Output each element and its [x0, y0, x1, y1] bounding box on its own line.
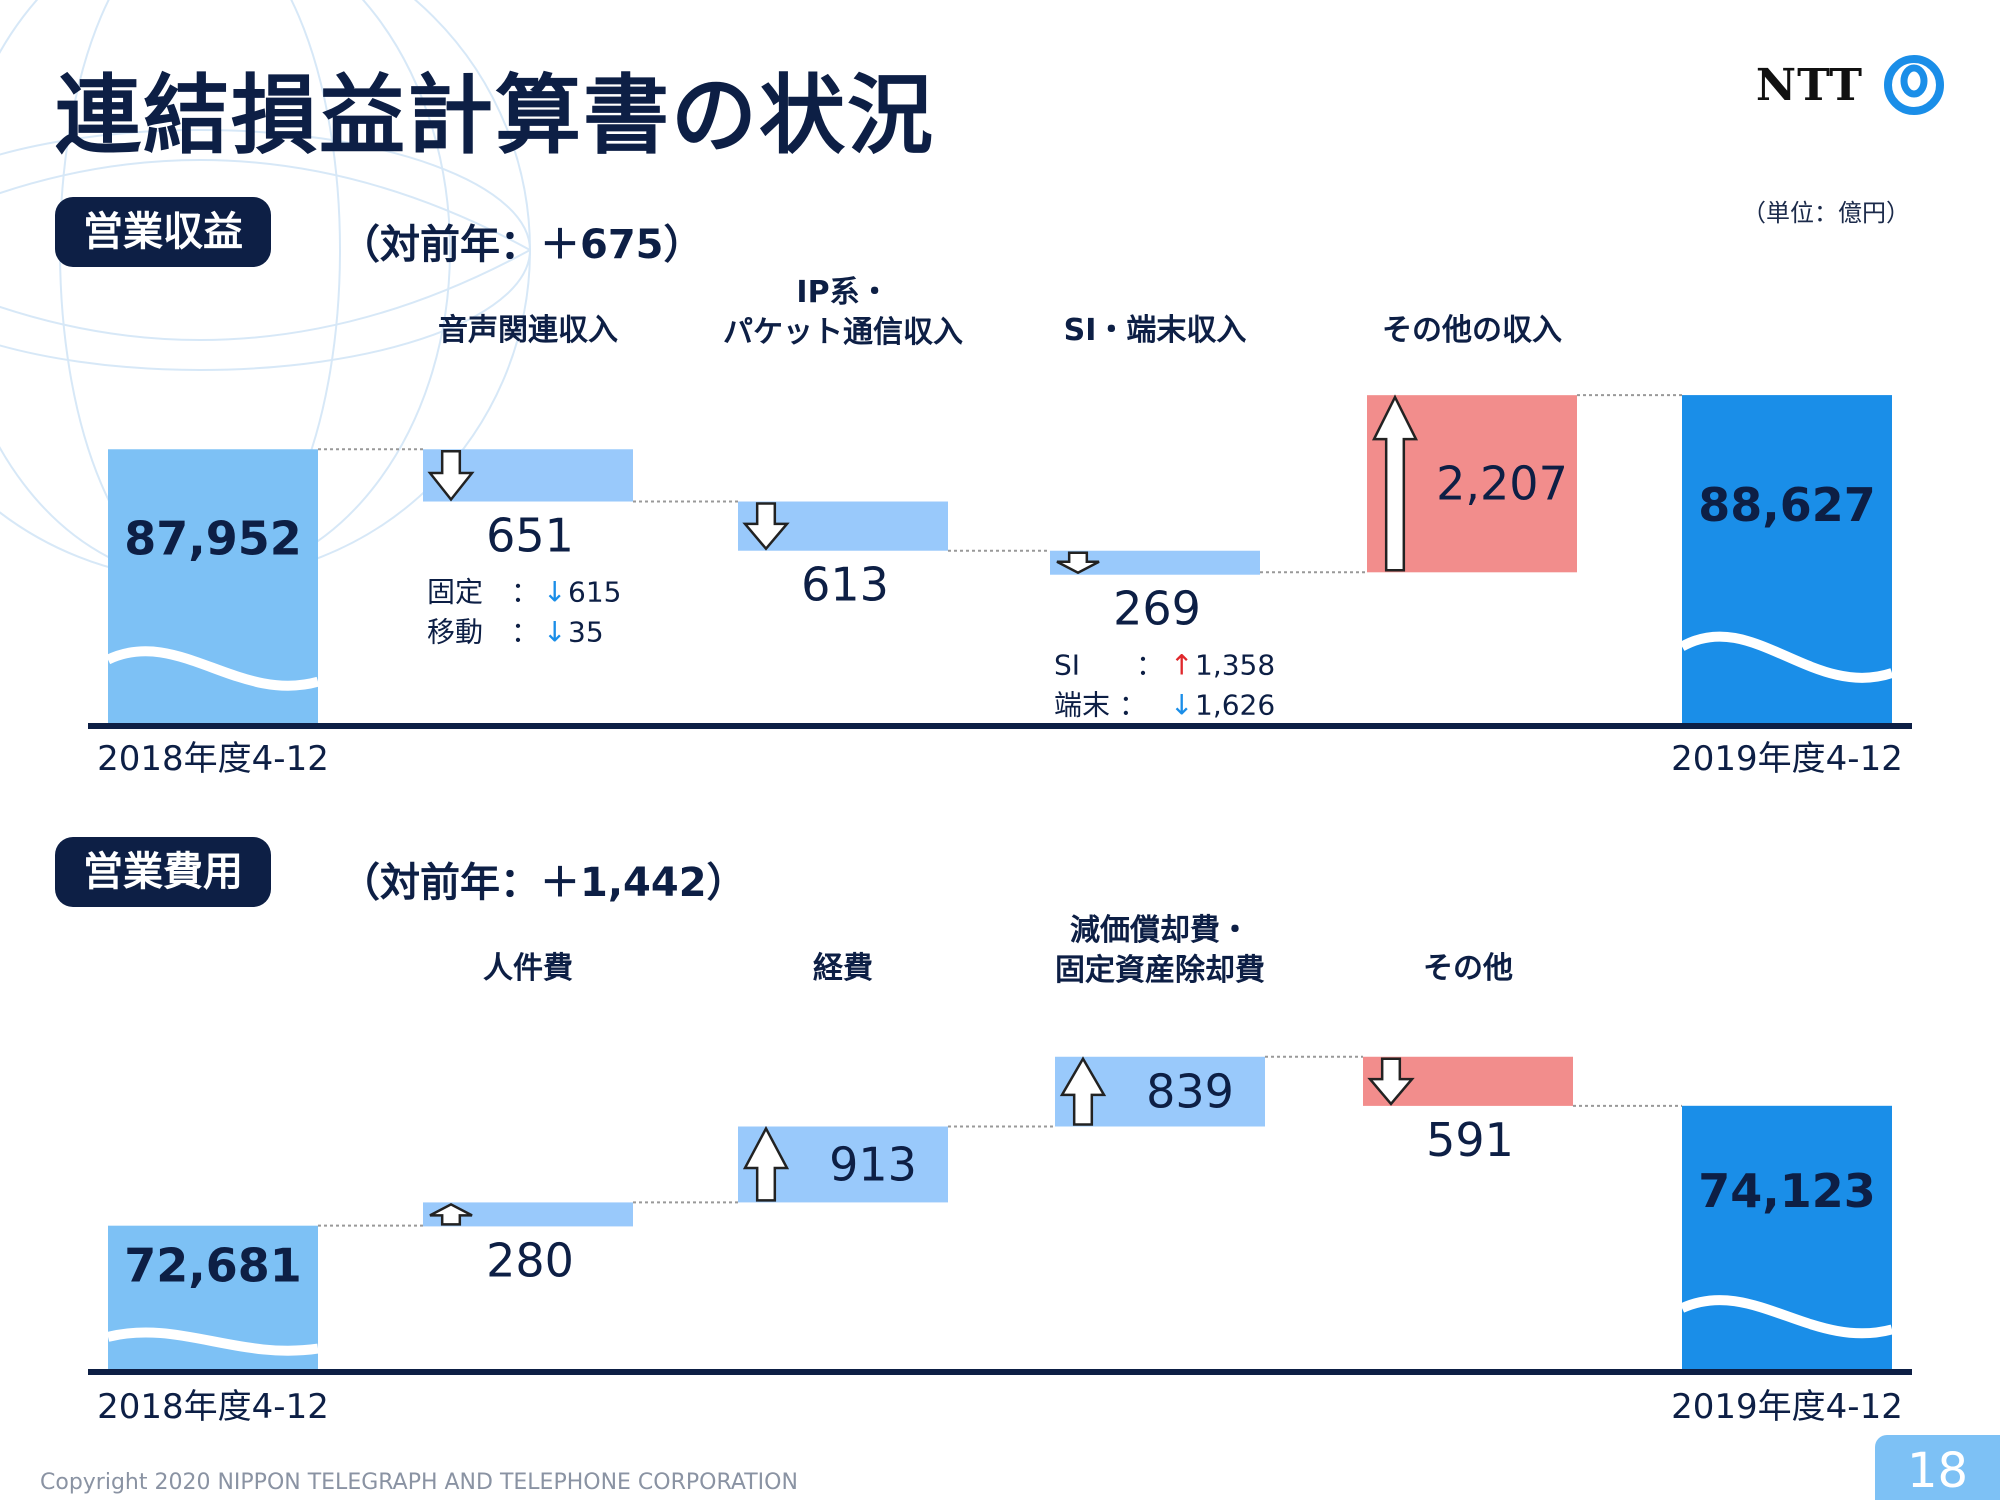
bar-end-1: [1682, 1105, 1892, 1369]
step-value-0-0: 651: [486, 509, 574, 563]
step-category-0-3-0: その他の収入: [1382, 313, 1562, 348]
detail-arrow-0-2-0: ↑: [1170, 649, 1193, 682]
bar-start-1-wave: [106, 1327, 319, 1356]
expense-panel-label: 営業費用: [55, 837, 271, 907]
bar-end-0-value: 88,627: [1698, 478, 1876, 532]
step-value-1-1: 913: [829, 1137, 917, 1191]
step-value-0-1: 613: [801, 558, 889, 612]
end-label-1: 2019年度4-12: [1671, 1387, 1903, 1427]
detail-value-0-2-0: 1,358: [1195, 649, 1275, 682]
step-category-0-1-0: IP系・: [796, 275, 889, 310]
step-category-1-2-0: 減価償却費・: [1070, 913, 1250, 948]
ntt-logo: NTT: [1756, 52, 1945, 118]
step-arrow-0-1: [742, 502, 790, 551]
start-label-1: 2018年度4-12: [97, 1387, 329, 1427]
detail-arrow-0-0-1: ↓: [543, 616, 566, 649]
detail-value-0-0-0: 615: [568, 576, 621, 609]
step-value-1-3: 591: [1426, 1113, 1514, 1167]
bar-start-0: [108, 449, 318, 723]
detail-arrow-0-2-1: ↓: [1170, 689, 1193, 722]
revenue-panel-label: 営業収益: [55, 197, 271, 267]
step-category-1-1-0: 経費: [813, 951, 873, 986]
step-category-0-0-0: 音声関連収入: [438, 313, 618, 348]
detail-label-0-0-1: 移動 ：: [427, 616, 539, 649]
step-category-0-2-0: SI・端末収入: [1064, 313, 1247, 348]
revenue-delta: （対前年：＋675）: [340, 222, 704, 268]
step-arrow-0-0: [427, 450, 475, 502]
step-category-1-2-1: 固定資産除却費: [1055, 953, 1265, 988]
step-category-1-0-0: 人件費: [483, 951, 573, 986]
step-arrow-0-3: [1371, 394, 1419, 572]
bar-end-0-wave: [1679, 631, 1894, 683]
detail-label-0-0-0: 固定 ：: [427, 576, 539, 609]
step-value-1-0: 280: [486, 1233, 574, 1287]
bar-start-1-value: 72,681: [124, 1238, 302, 1292]
end-label-0: 2019年度4-12: [1671, 739, 1903, 779]
step-arrow-1-0: [429, 1202, 473, 1226]
step-category-0-1-1: パケット通信収入: [723, 315, 963, 350]
step-arrow-1-2: [1059, 1056, 1107, 1126]
expense-delta: （対前年：＋1,442）: [340, 860, 747, 906]
step-arrow-1-3: [1367, 1057, 1415, 1106]
bar-end-1-value: 74,123: [1698, 1164, 1876, 1218]
page-title: 連結損益計算書の状況: [55, 66, 935, 166]
step-arrow-1-1: [742, 1125, 790, 1202]
detail-value-0-0-1: 35: [568, 616, 604, 649]
detail-label-0-2-0: SI ：: [1054, 649, 1164, 682]
bar-end-1-wave: [1679, 1295, 1894, 1339]
step-category-1-3-0: その他: [1423, 951, 1513, 986]
step-value-0-2: 269: [1113, 582, 1201, 636]
detail-value-0-2-1: 1,626: [1195, 689, 1275, 722]
page-number: 18: [1875, 1435, 2000, 1500]
bar-start-0-wave: [105, 646, 320, 691]
ntt-logo-icon: [1884, 55, 1944, 115]
step-arrow-0-2: [1056, 551, 1100, 575]
bar-end-0: [1682, 395, 1892, 723]
detail-arrow-0-0-0: ↓: [543, 576, 566, 609]
step-value-1-2: 839: [1146, 1065, 1234, 1119]
step-value-0-3: 2,207: [1436, 457, 1568, 511]
logo-text: NTT: [1755, 59, 1863, 111]
start-label-0: 2018年度4-12: [97, 739, 329, 779]
copyright: Copyright 2020 NIPPON TELEGRAPH AND TELE…: [40, 1470, 798, 1495]
detail-label-0-2-1: 端末 ：: [1054, 689, 1147, 722]
unit-label: （単位：億円）: [1742, 199, 1910, 227]
bar-start-0-value: 87,952: [124, 511, 302, 565]
